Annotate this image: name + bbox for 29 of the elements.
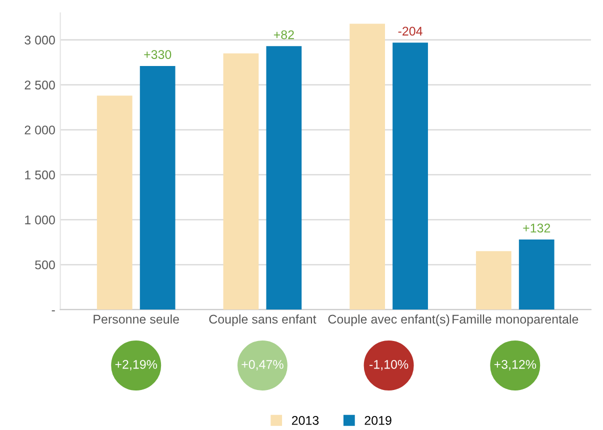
legend-label: 2013 bbox=[292, 416, 319, 425]
y-tick-label: 3 000 bbox=[24, 36, 55, 45]
x-tick-label: Personne seule bbox=[94, 314, 179, 324]
y-tick-label: 500 bbox=[35, 260, 55, 270]
bar bbox=[518, 239, 554, 310]
text: -1,10% bbox=[370, 360, 408, 370]
y-tick-label: 1 000 bbox=[25, 215, 55, 224]
y-tick-label: - bbox=[52, 310, 55, 312]
text: +0,47% bbox=[242, 360, 284, 370]
y-tick-label: 1 500 bbox=[25, 170, 55, 180]
text: +2,19% bbox=[115, 360, 158, 370]
annotation: -204 bbox=[398, 26, 422, 36]
y-tick-label: 2 000 bbox=[24, 126, 55, 134]
text: +3,12% bbox=[494, 360, 536, 370]
y-tick-label: 2 500 bbox=[24, 80, 55, 90]
bar bbox=[140, 66, 176, 310]
bar bbox=[350, 24, 385, 310]
x-tick-label: Famille monoparentale bbox=[452, 314, 578, 326]
legend-label: 2019 bbox=[364, 416, 392, 425]
x-tick-label: Couple sans enfant bbox=[209, 314, 316, 326]
bar bbox=[223, 53, 259, 310]
bar bbox=[266, 46, 302, 310]
x-tick-label: Couple avec enfant(s) bbox=[328, 314, 450, 326]
bar bbox=[476, 251, 512, 310]
bar bbox=[96, 96, 132, 310]
annotation: +330 bbox=[144, 50, 172, 59]
bar bbox=[392, 42, 428, 310]
annotation: +82 bbox=[274, 30, 294, 40]
annotation: +132 bbox=[523, 224, 550, 233]
